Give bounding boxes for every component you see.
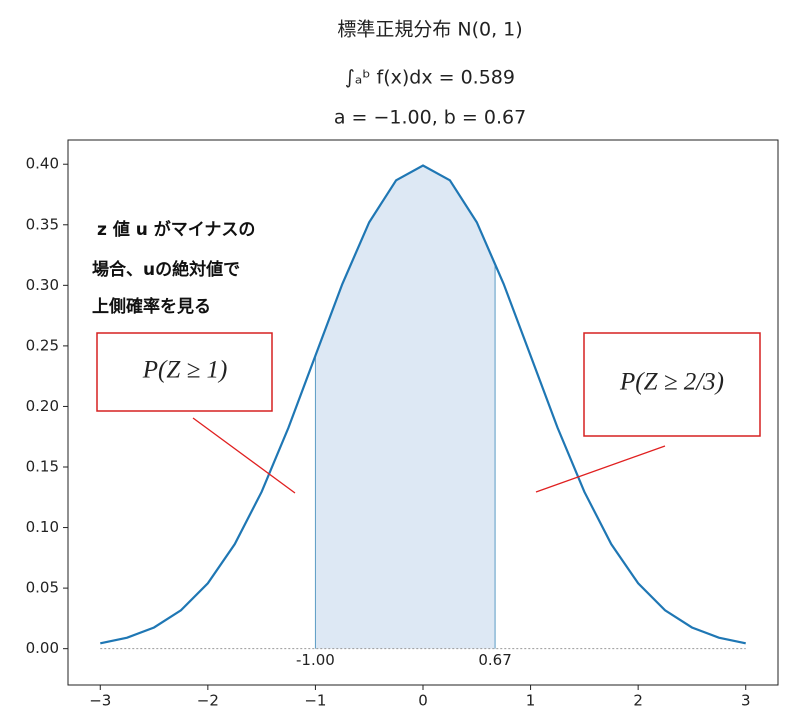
annotation: 上側確率を見る: [92, 296, 211, 317]
y-tick-label: 0.35: [26, 215, 59, 233]
annotation-line: [535, 445, 666, 493]
y-tick-label: 0.10: [26, 518, 59, 536]
y-tick-label: 0.00: [26, 639, 59, 657]
x-tick-label: 1: [526, 692, 536, 710]
chart-subtitle: a = −1.00, b = 0.67: [334, 107, 526, 129]
x-tick-label: 0: [418, 692, 428, 710]
shaded-area: [315, 165, 496, 649]
annotation: P(Z ≥ 2/3): [619, 369, 724, 396]
x-tick-label: 3: [741, 692, 751, 710]
x-tick-label: −1: [304, 692, 326, 710]
annotation: 場合、uの絶対値で: [92, 259, 240, 280]
annotation-box: [583, 332, 761, 437]
x-tick-label: 2: [633, 692, 643, 710]
y-tick-label: 0.40: [26, 155, 59, 173]
annotation: z 値 u がマイナスの: [97, 219, 255, 240]
y-tick-label: 0.30: [26, 276, 59, 294]
y-tick-label: 0.05: [26, 579, 59, 597]
annotation-box: [96, 332, 273, 412]
y-tick-label: 0.20: [26, 397, 59, 415]
curve: [100, 164, 746, 645]
y-tick-label: 0.25: [26, 336, 59, 354]
chart-title: 標準正規分布 N(0, 1): [337, 19, 522, 41]
annotation: P(Z ≥ 1): [142, 357, 228, 384]
y-tick-label: 0.15: [26, 458, 59, 476]
plot-area: -1.00 0.67: [100, 164, 746, 669]
annotation-line: [192, 417, 296, 494]
bound-label: -1.00: [296, 651, 335, 669]
bound-label: 0.67: [478, 651, 511, 669]
x-tick-label: −2: [197, 692, 219, 710]
chart-subtitle: ∫ₐᵇ f(x)dx = 0.589: [345, 67, 515, 89]
x-tick-label: −3: [89, 692, 111, 710]
